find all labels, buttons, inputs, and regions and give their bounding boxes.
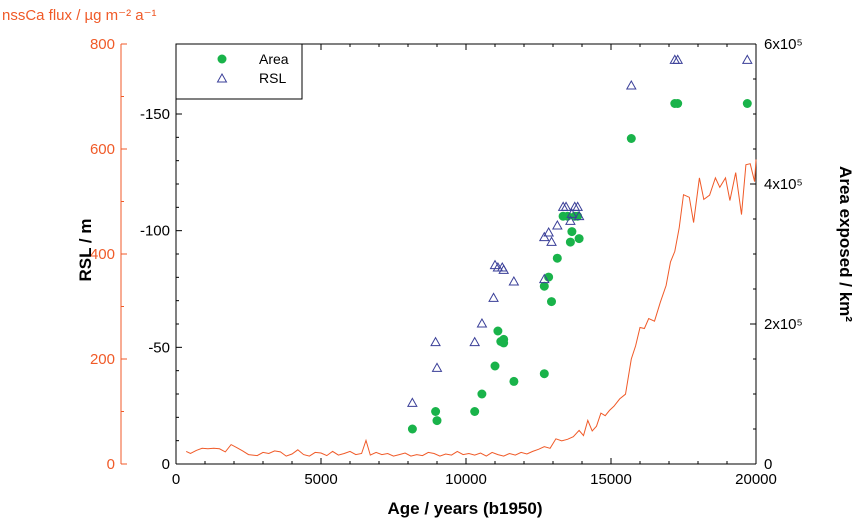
area-point: [544, 272, 554, 282]
rsl-tick-label: 0: [162, 456, 170, 473]
rsl-point: [572, 201, 584, 211]
area-tick-label: 2x10⁵: [764, 316, 803, 333]
x-tick-label: 0: [172, 471, 180, 488]
rsl-axis-title: RSL / m: [76, 219, 95, 282]
rsl-point: [508, 275, 520, 286]
rsl-series: [406, 54, 753, 407]
plot-frame: [120, 43, 757, 465]
rsl-point: [538, 231, 550, 242]
x-axis-title: Age / years (b1950): [388, 499, 543, 518]
rsl-point: [546, 236, 557, 246]
rsl-tick-label: -100: [140, 223, 170, 240]
flux-tick-label: 0: [107, 456, 115, 473]
rsl-point: [476, 317, 488, 328]
rsl-tick-label: -50: [148, 339, 170, 356]
area-point: [552, 253, 562, 263]
area-point: [431, 407, 441, 416]
area-point: [742, 99, 752, 108]
legend-area-label: Area: [259, 51, 289, 67]
rsl-point: [538, 273, 550, 284]
rsl-point: [566, 208, 578, 218]
legend-area-marker: [217, 54, 227, 64]
legend: Area RSL: [175, 43, 303, 100]
area-tick-label: 4x10⁵: [764, 176, 803, 193]
area-point: [509, 376, 519, 386]
area-series: [407, 99, 752, 434]
rsl-point: [406, 397, 418, 407]
rsl-point: [672, 54, 684, 64]
area-point: [477, 389, 487, 399]
rsl-point: [625, 79, 637, 90]
nss-ca-flux-series: [185, 159, 757, 457]
rsl-point: [551, 219, 563, 230]
x-tick-label: 10000: [445, 471, 487, 488]
legend-rsl-label: RSL: [259, 70, 286, 86]
rsl-point: [741, 54, 753, 64]
flux-tick-label: 600: [90, 141, 115, 158]
legend-rsl-marker: [216, 72, 228, 83]
rsl-point: [469, 336, 481, 347]
area-point: [626, 134, 636, 143]
area-point: [565, 237, 575, 247]
rsl-point: [560, 201, 572, 211]
area-point: [499, 338, 509, 348]
area-point: [490, 361, 500, 371]
rsl-tick-label: -150: [140, 106, 170, 123]
x-tick-label: 15000: [590, 471, 632, 488]
area-axis-title: Area exposed / km²: [836, 166, 855, 322]
area-point: [539, 369, 549, 379]
flux-line: [185, 159, 757, 457]
area-tick-label: 0: [764, 456, 772, 473]
flux-axis-title: nssCa flux / µg m⁻² a⁻¹: [2, 7, 157, 24]
x-tick-label: 20000: [735, 471, 777, 488]
area-point: [407, 424, 417, 434]
rsl-point: [565, 215, 576, 225]
rsl-point: [498, 264, 510, 274]
flux-tick-label: 400: [90, 246, 115, 263]
axes: 0 5000 10000 15000 20000-150-100-5006x10⁵4x1…: [90, 36, 803, 488]
legend-box: [175, 43, 303, 100]
area-point: [539, 281, 549, 291]
area-point: [493, 326, 503, 336]
flux-tick-label: 200: [90, 351, 115, 368]
rsl-point: [543, 226, 555, 237]
area-point: [547, 297, 556, 307]
rsl-point: [573, 210, 585, 221]
rsl-point: [430, 336, 441, 347]
area-tick-label: 6x10⁵: [764, 36, 803, 53]
rsl-point: [431, 362, 443, 372]
rsl-point: [488, 292, 499, 302]
flux-tick-label: 800: [90, 36, 115, 53]
area-point: [673, 99, 683, 108]
area-point: [574, 234, 584, 244]
x-tick-label: 5000: [304, 471, 337, 488]
area-point: [432, 416, 442, 426]
area-point: [567, 227, 577, 237]
area-point: [470, 407, 480, 416]
